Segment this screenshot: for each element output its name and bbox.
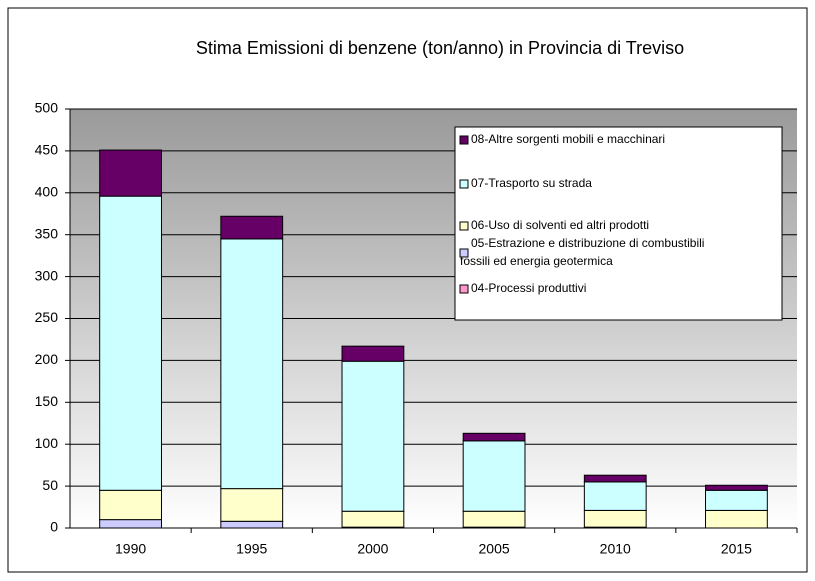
legend-swatch (459, 179, 469, 189)
bar-segment (220, 238, 284, 490)
legend-swatch (459, 135, 469, 145)
x-tick-label: 1995 (236, 541, 267, 557)
x-tick-label: 2015 (721, 541, 752, 557)
x-tick-label: 2010 (600, 541, 631, 557)
legend-label: 05-Estrazione e distribuzione di combust… (460, 236, 704, 268)
legend-swatch (459, 221, 469, 231)
bar-segment (583, 481, 647, 511)
y-tick-label: 0 (50, 519, 58, 535)
y-tick-label: 300 (35, 267, 59, 283)
x-tick-label: 2005 (479, 541, 510, 557)
y-tick-label: 100 (35, 435, 59, 451)
y-tick-label: 500 (35, 100, 59, 116)
bar-segment (705, 509, 768, 529)
legend-label: 04-Processi produttivi (471, 281, 586, 295)
legend-line: 06-Uso di solventi ed altri prodotti (471, 218, 649, 232)
legend-line: 07-Trasporto su strada (471, 176, 592, 190)
x-tick-label: 1990 (115, 541, 146, 557)
bar-segment (462, 510, 526, 528)
bar-segment (583, 474, 647, 483)
legend-swatch (459, 248, 469, 258)
legend-line: fossili ed energia geotermica (460, 254, 613, 268)
legend-box (454, 126, 783, 321)
y-tick-label: 50 (42, 477, 58, 493)
legend-label: 08-Altre sorgenti mobili e macchinari (471, 132, 665, 146)
bar-segment (99, 489, 162, 521)
x-tick-label: 2000 (357, 541, 388, 557)
legend-swatch (459, 284, 469, 294)
bar-segment (220, 520, 284, 529)
chart-title: Stima Emissioni di benzene (ton/anno) in… (196, 38, 684, 58)
bar-segment (705, 489, 768, 511)
bar-segment (220, 488, 284, 522)
y-tick-label: 150 (35, 393, 59, 409)
bar-segment (462, 440, 526, 512)
y-tick-label: 200 (35, 351, 59, 367)
legend-line: 05-Estrazione e distribuzione di combust… (471, 236, 704, 250)
bar-segment (341, 360, 405, 512)
y-tick-label: 400 (35, 184, 59, 200)
bar-segment (583, 509, 647, 528)
bar-segment (220, 215, 284, 240)
legend-label: 07-Trasporto su strada (471, 176, 592, 190)
bar-segment (462, 432, 526, 442)
bar-segment (341, 510, 405, 528)
legend-line: 08-Altre sorgenti mobili e macchinari (471, 132, 665, 146)
legend-line: 04-Processi produttivi (471, 281, 586, 295)
bar-segment (99, 195, 162, 491)
y-tick-label: 450 (35, 142, 59, 158)
bar-segment (99, 519, 162, 529)
bar-segment (99, 149, 162, 197)
legend-label: 06-Uso di solventi ed altri prodotti (471, 218, 649, 232)
y-tick-label: 250 (35, 309, 59, 325)
y-tick-label: 350 (35, 225, 59, 241)
bar-segment (705, 484, 768, 491)
bar-segment (341, 345, 405, 362)
